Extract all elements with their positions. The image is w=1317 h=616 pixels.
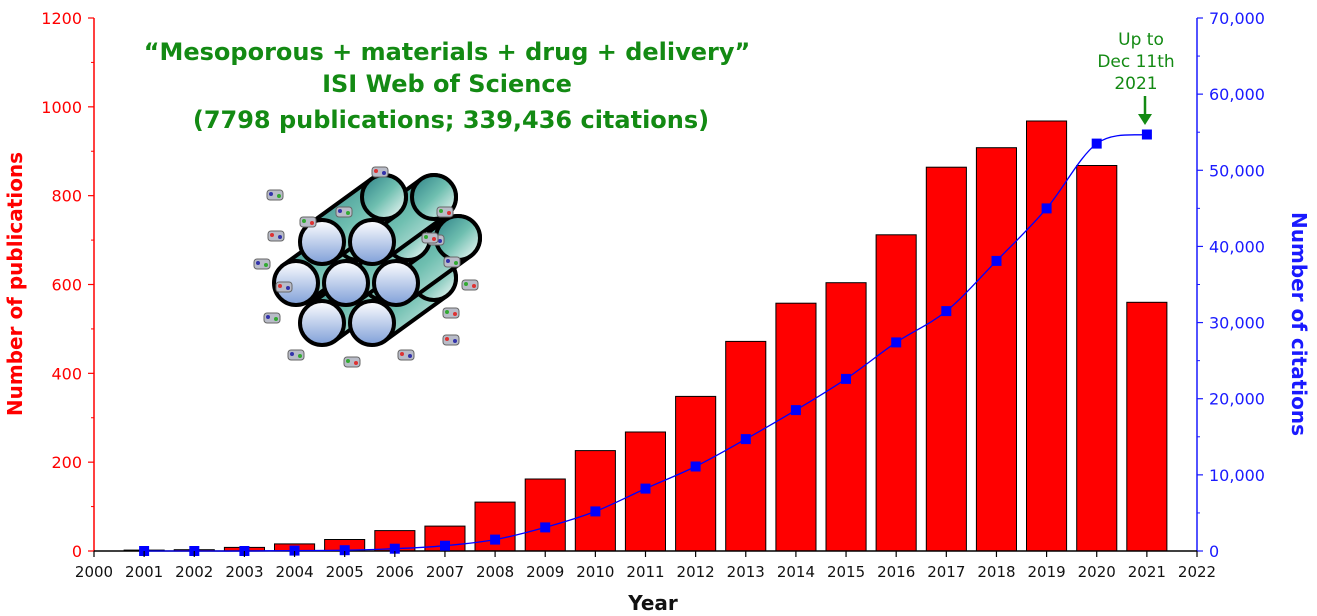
x-tick-label: 2001 [125, 563, 163, 581]
y-tick-left-label: 200 [51, 453, 82, 472]
annotation-line-3: 2021 [1114, 74, 1157, 94]
x-tick-label: 2011 [626, 563, 664, 581]
y-axis-title-right: Number of citations [1287, 212, 1311, 436]
chart-title-line-1: “Mesoporous + materials + drug + deliver… [144, 38, 751, 66]
citation-marker-2014 [790, 405, 801, 416]
x-tick-label: 2008 [476, 563, 514, 581]
citation-marker-2020 [1091, 138, 1102, 149]
citation-marker-2012 [690, 461, 701, 472]
x-tick-label: 2019 [1027, 563, 1065, 581]
y-axis-title-left: Number of publications [3, 152, 27, 416]
annotation-line-2: Dec 11th [1097, 52, 1174, 72]
citation-marker-2009 [540, 522, 551, 533]
citation-marker-2006 [389, 543, 400, 554]
x-tick-label: 2004 [275, 563, 313, 581]
x-tick-label: 2018 [977, 563, 1015, 581]
y-tick-left-label: 1200 [41, 9, 82, 28]
y-tick-right-label: 0 [1209, 542, 1219, 561]
mesoporous-particle-illustration [253, 166, 482, 368]
x-tick-label: 2015 [827, 563, 865, 581]
annotation-line-1: Up to [1118, 30, 1164, 50]
citation-marker-2008 [490, 534, 501, 545]
x-tick-label: 2009 [526, 563, 564, 581]
x-tick-label: 2020 [1078, 563, 1116, 581]
bar-publications-2017 [925, 166, 967, 552]
citation-marker-2015 [841, 373, 851, 384]
citation-marker-2004 [289, 545, 300, 556]
citation-marker-2017 [941, 306, 952, 317]
citation-marker-2013 [740, 434, 751, 445]
x-tick-label: 2013 [727, 563, 765, 581]
citation-marker-2010 [590, 506, 601, 517]
y-tick-right-label: 60,000 [1209, 85, 1265, 104]
bar-publications-2018 [975, 147, 1018, 552]
x-tick-label: 2010 [576, 563, 614, 581]
citation-marker-2021 [1141, 129, 1152, 140]
x-tick-label: 2007 [426, 563, 464, 581]
y-tick-left-label: 0 [72, 542, 82, 561]
bar-publications-2010 [574, 450, 616, 552]
annotation-arrow [1138, 96, 1152, 125]
x-tick-label: 2014 [777, 563, 815, 581]
bar-publications-2013 [725, 340, 767, 552]
bar-publications-2014 [775, 302, 817, 552]
x-tick-label: 2021 [1128, 563, 1166, 581]
y-tick-right-label: 40,000 [1209, 237, 1265, 256]
citation-marker-2005 [339, 545, 350, 556]
citation-marker-2016 [891, 337, 902, 348]
x-tick-label: 2006 [376, 563, 414, 581]
bar-publications-2015 [825, 282, 867, 552]
bar-publications-2012 [675, 395, 717, 552]
y-tick-left-label: 400 [51, 364, 82, 383]
chart-title-line-2: ISI Web of Science [322, 70, 572, 98]
y-tick-right-label: 70,000 [1209, 9, 1265, 28]
x-tick-label: 2002 [175, 563, 213, 581]
y-tick-left-label: 1000 [41, 98, 82, 117]
x-tick-label: 2003 [225, 563, 263, 581]
y-tick-right-label: 20,000 [1209, 390, 1265, 409]
x-tick-label: 2012 [677, 563, 715, 581]
x-tick-label: 2005 [326, 563, 364, 581]
x-tick-label: 2022 [1178, 563, 1216, 581]
bar-publications-2009 [524, 478, 566, 552]
y-tick-right-label: 10,000 [1209, 466, 1265, 485]
y-tick-right-label: 30,000 [1209, 314, 1265, 333]
x-axis-title: Year [627, 591, 678, 615]
citation-marker-2019 [1041, 203, 1052, 214]
ticks-layer: 0 200 400 600 800 1000 1200 0 10,000 20,000 30,000… [41, 9, 1265, 581]
y-tick-left-label: 600 [51, 276, 82, 295]
citation-marker-2018 [991, 255, 1002, 266]
y-tick-right-label: 50,000 [1209, 161, 1265, 180]
bar-publications-2016 [875, 234, 917, 552]
x-tick-label: 2017 [927, 563, 965, 581]
citation-marker-2011 [640, 483, 651, 494]
x-tick-label: 2000 [75, 563, 113, 581]
bar-publications-2020 [1076, 165, 1118, 552]
bar-publications-2021 [1126, 301, 1168, 552]
citation-marker-2007 [440, 540, 450, 551]
y-tick-left-label: 800 [51, 187, 82, 206]
chart-title-line-3: (7798 publications; 339,436 citations) [193, 106, 709, 134]
x-tick-label: 2016 [877, 563, 915, 581]
bar-publications-2019 [1026, 120, 1068, 552]
